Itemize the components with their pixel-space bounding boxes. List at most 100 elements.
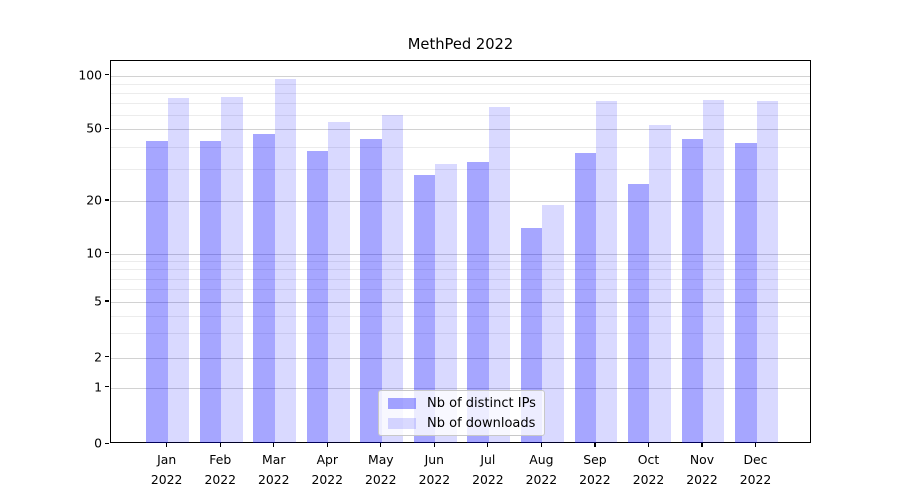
x-tick-label: Oct 2022 [616,450,680,488]
bar-nb-of-distinct-ips-nov [681,139,703,444]
y-tick-mark [105,74,109,76]
y-tick-label: 100 [78,67,102,83]
bar-nb-of-distinct-ips-aug [521,228,543,444]
year-label: 2022 [579,471,611,487]
year-label: 2022 [257,471,290,487]
month-label: Jan [157,452,177,468]
y-tick-label: 50 [86,120,102,136]
x-tick-label: Feb 2022 [188,450,252,488]
plot-area [110,60,811,444]
y-tick-label: 0 [94,435,102,451]
bar-nb-of-downloads-sep [595,101,618,444]
bar-nb-of-downloads-dec [756,101,778,444]
x-tick-label: May 2022 [349,450,413,488]
major-gridline [111,75,810,77]
minor-gridline [111,103,810,105]
year-label: 2022 [311,471,344,487]
minor-gridline [111,289,810,291]
month-label: Apr [316,452,338,468]
y-tick-label: 10 [86,245,102,261]
chart-title: MethPed 2022 [407,36,514,53]
x-tick-label: Jan 2022 [135,450,199,488]
x-tick-mark [166,443,168,448]
x-tick-mark [754,443,757,448]
bar-nb-of-downloads-jul [488,106,511,444]
minor-gridline [111,146,810,148]
bar-nb-of-distinct-ips-jul [467,161,489,444]
x-tick-mark [647,443,650,448]
major-gridline [111,129,810,131]
x-tick-label: Dec 2022 [724,450,788,488]
bar-nb-of-distinct-ips-oct [628,183,650,444]
bar-nb-of-downloads-oct [649,124,671,444]
x-tick-label: Aug 2022 [509,450,573,488]
major-gridline [111,387,810,389]
bar-nb-of-distinct-ips-jun [413,174,436,444]
year-label: 2022 [686,471,718,487]
x-tick-mark [701,443,703,448]
year-label: 2022 [204,471,236,487]
bar-nb-of-distinct-ips-jan [146,141,168,444]
month-label: Aug [529,452,554,468]
month-label: Mar [262,452,286,468]
legend-swatch-distinct-ips [388,397,416,409]
month-label: Dec [743,452,768,468]
y-tick-mark [105,386,109,388]
month-label: Jul [480,452,496,468]
year-label: 2022 [739,471,772,487]
major-gridline [111,253,810,255]
bar-nb-of-distinct-ips-feb [199,141,222,444]
x-tick-mark [433,443,435,448]
x-tick-label: Jun 2022 [402,450,466,488]
bar-nb-of-downloads-feb [221,96,243,444]
bar-nb-of-downloads-may [381,115,404,444]
year-label: 2022 [632,471,665,487]
x-tick-mark [219,443,221,448]
y-tick-mark [105,442,109,444]
x-tick-label: Jul 2022 [456,450,520,488]
major-gridline [111,201,810,202]
bar-nb-of-downloads-apr [328,121,350,444]
minor-gridline [111,169,810,171]
x-tick-mark [594,443,596,448]
month-label: Nov [689,452,715,468]
minor-gridline [111,92,810,94]
y-tick-mark [105,127,109,129]
y-tick-mark [105,199,109,201]
x-tick-mark [273,443,275,448]
bar-nb-of-downloads-aug [542,204,564,444]
bar-nb-of-downloads-jun [435,164,457,444]
legend-swatch-downloads [388,417,416,429]
y-tick-label: 5 [94,293,102,309]
bar-nb-of-distinct-ips-apr [306,150,329,444]
minor-gridline [111,278,810,280]
minor-gridline [111,261,810,263]
year-label: 2022 [150,471,183,487]
year-label: 2022 [472,471,504,487]
month-label: Feb [209,452,232,468]
y-tick-label: 1 [94,379,102,395]
month-label: Sep [583,452,607,468]
bar-nb-of-distinct-ips-may [360,139,382,444]
bar-nb-of-downloads-mar [274,78,297,444]
month-label: Oct [637,452,660,468]
y-tick-mark [105,300,109,302]
minor-gridline [111,83,810,85]
legend-item-distinct-ips: Nb of distinct IPs [388,396,536,411]
year-label: 2022 [365,471,397,487]
y-tick-mark [105,252,109,254]
x-tick-label: Sep 2022 [563,450,627,488]
y-tick-mark [105,356,109,358]
x-tick-mark [540,443,542,448]
y-tick-label: 2 [94,349,102,365]
x-tick-mark [487,443,489,448]
minor-gridline [111,315,810,317]
bar-nb-of-downloads-nov [703,100,725,444]
x-tick-mark [380,443,382,448]
year-label: 2022 [418,471,451,487]
year-label: 2022 [525,471,558,487]
bar-nb-of-distinct-ips-dec [735,142,757,444]
x-tick-label: Apr 2022 [295,450,359,488]
bar-nb-of-distinct-ips-sep [574,152,596,444]
